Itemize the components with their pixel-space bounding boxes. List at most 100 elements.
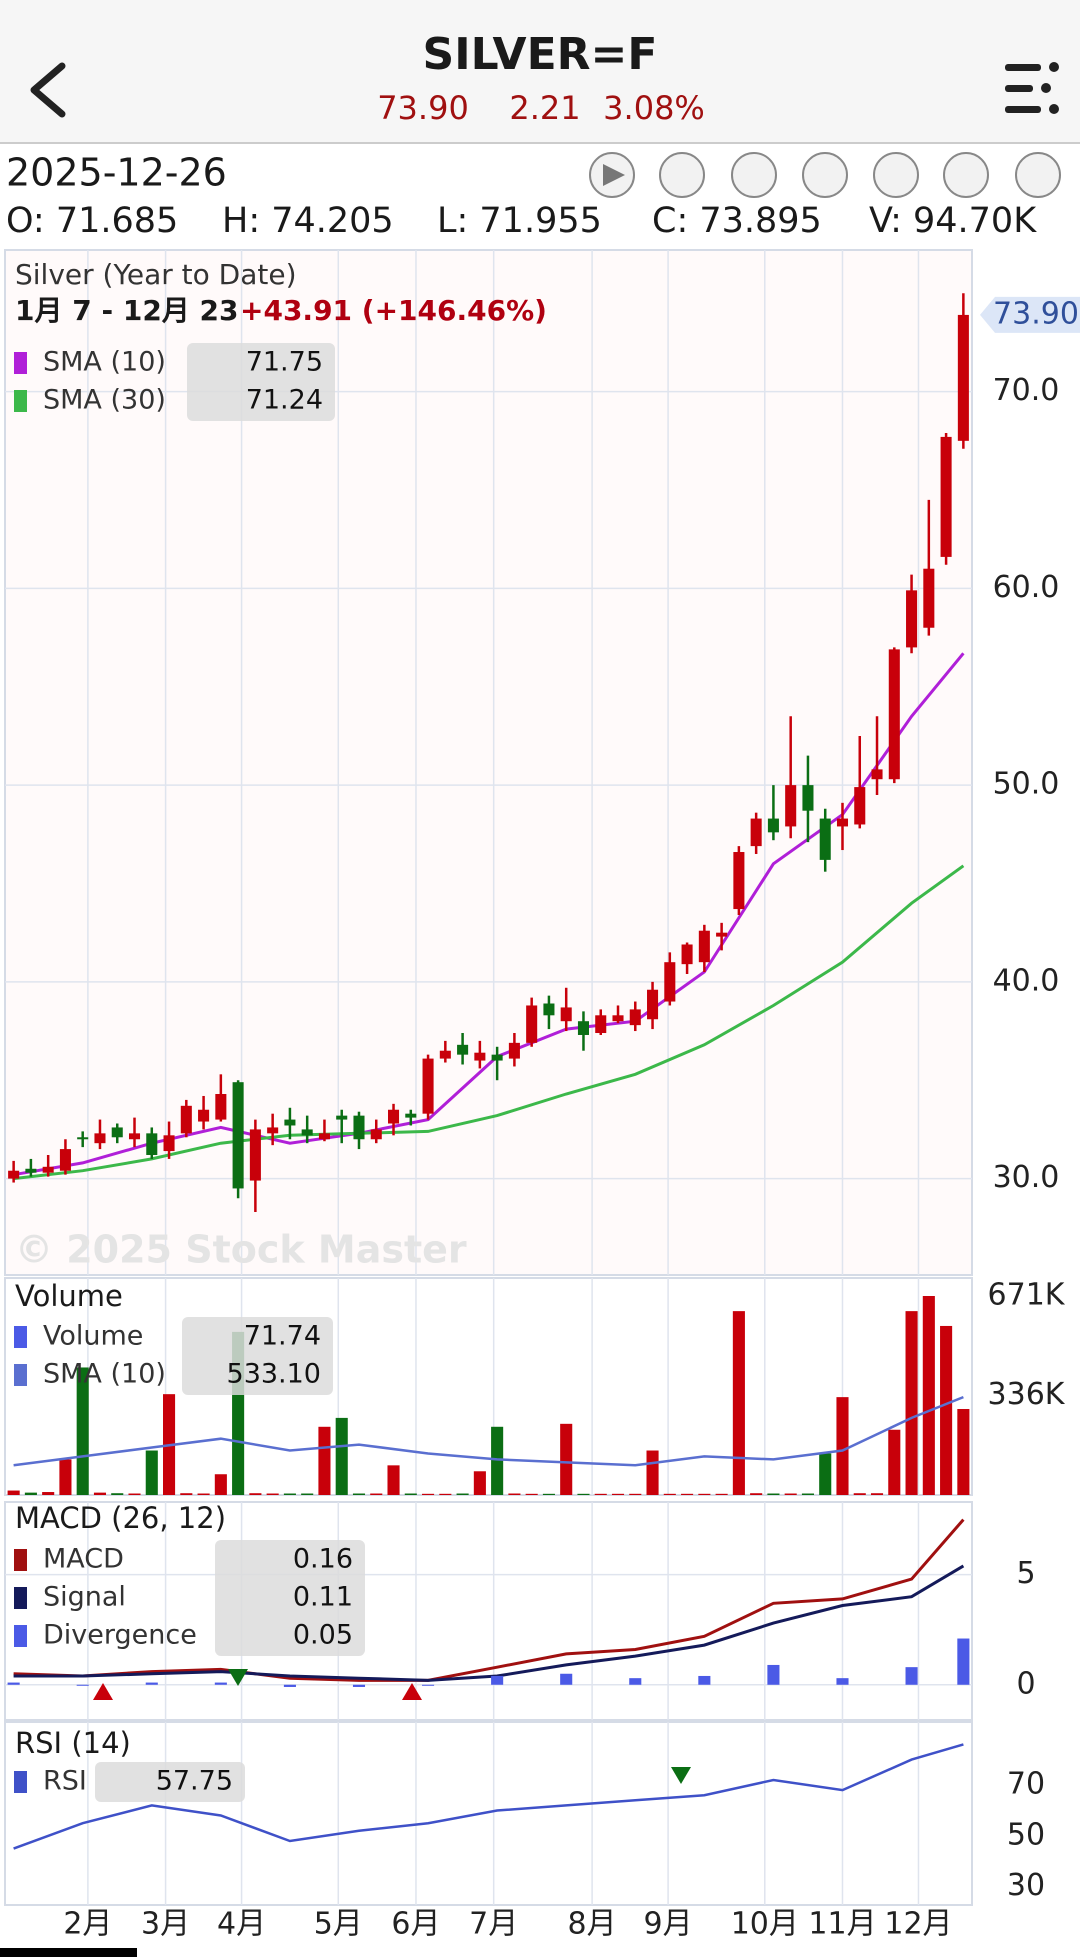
home-indicator	[0, 1948, 137, 1957]
candle-body	[111, 1127, 123, 1138]
volume-bar	[681, 1493, 694, 1495]
x-tick-label: 3月	[141, 1907, 190, 1942]
open: O: 71.685	[6, 201, 178, 241]
y-tick-label: 5	[1016, 1556, 1035, 1591]
candle-body	[457, 1044, 469, 1055]
legend-value-box	[95, 1762, 245, 1802]
divergence-bar	[698, 1675, 711, 1685]
fullscreen-button[interactable]	[802, 152, 848, 198]
volume-bar	[145, 1450, 158, 1495]
x-tick-label: 12月	[884, 1907, 952, 1942]
legend-swatch	[14, 352, 27, 374]
divergence-bar	[145, 1682, 158, 1685]
candle-body	[767, 818, 779, 833]
area-button[interactable]	[731, 152, 777, 198]
y-tick-label: 30.0	[993, 1160, 1060, 1195]
x-tick-label: 7月	[469, 1907, 518, 1942]
volume-bar	[335, 1417, 348, 1495]
candle-body	[249, 1129, 261, 1181]
legend-swatch	[14, 390, 27, 412]
period-change: +43.91 (+146.46%)	[240, 294, 547, 327]
candle-body	[439, 1050, 451, 1059]
legend-label: SMA (10)	[43, 1359, 166, 1390]
candle-body	[77, 1137, 89, 1140]
line	[13, 1395, 964, 1467]
candle-body	[215, 1094, 227, 1120]
candle-body	[543, 1003, 555, 1016]
draw-button[interactable]	[659, 152, 705, 198]
volume-bar	[197, 1493, 210, 1495]
candle-body	[353, 1115, 365, 1140]
legend-value: 533.10	[227, 1359, 321, 1390]
volume-bar	[525, 1493, 538, 1495]
volume-bar	[870, 1493, 884, 1495]
indicator-button[interactable]	[873, 152, 919, 198]
volume-bar	[577, 1493, 590, 1495]
divergence-bar	[283, 1684, 296, 1687]
legend-value: 57.75	[156, 1766, 233, 1797]
volume-bar	[888, 1429, 901, 1495]
volume-bar	[922, 1296, 935, 1495]
line	[13, 1743, 964, 1850]
refresh-button[interactable]	[943, 152, 989, 198]
signal-marker	[93, 1683, 113, 1700]
y-tick-label: 50	[1007, 1817, 1045, 1852]
menu-button[interactable]	[1005, 62, 1059, 114]
volume-bar	[387, 1465, 400, 1495]
legend-label: Divergence	[43, 1620, 197, 1651]
candle-body	[42, 1166, 54, 1173]
divergence-bar	[7, 1682, 20, 1685]
volume-bar	[128, 1493, 141, 1495]
candle-body	[59, 1149, 71, 1171]
price-tag	[980, 296, 1080, 333]
volume-bar	[491, 1426, 504, 1495]
volume-bar	[42, 1492, 55, 1495]
divergence-bar	[491, 1675, 504, 1685]
volume-bar	[214, 1474, 227, 1495]
y-tick-label: 60.0	[993, 570, 1060, 605]
back-button[interactable]	[30, 62, 66, 118]
legend-swatch	[14, 1771, 27, 1793]
volume-bar	[249, 1493, 262, 1495]
divergence-bar	[560, 1673, 573, 1685]
volume-bar	[784, 1493, 797, 1495]
candle-body	[612, 1015, 624, 1022]
volume-bar	[59, 1459, 72, 1495]
top-bar	[0, 0, 1080, 143]
volume-bar	[93, 1492, 107, 1495]
x-tick-label: 11月	[808, 1907, 876, 1942]
legend-label: SMA (10)	[43, 347, 166, 378]
x-tick-label: 10月	[731, 1907, 799, 1942]
legend-swatch	[14, 1587, 27, 1609]
candle-body	[284, 1119, 296, 1126]
candle-body	[94, 1133, 106, 1144]
volume-bar	[266, 1493, 279, 1495]
x-tick-label: 9月	[644, 1907, 693, 1942]
volume-bar	[940, 1325, 953, 1495]
volume-bar	[611, 1493, 625, 1495]
toolbar	[589, 152, 1061, 198]
y-tick-label: 70.0	[993, 373, 1060, 408]
signal-marker	[671, 1767, 691, 1784]
y-tick-label: 671K	[988, 1278, 1066, 1313]
volume-bar	[750, 1493, 763, 1495]
y-tick-label: 30	[1007, 1868, 1045, 1903]
candle-body	[716, 932, 728, 937]
settings-button[interactable]	[1015, 152, 1061, 198]
candle-body	[906, 590, 918, 648]
legend-swatch	[14, 1364, 27, 1386]
candle-body	[388, 1109, 400, 1124]
candle-body	[128, 1133, 141, 1140]
volume-bar	[318, 1426, 331, 1495]
legend-label: Signal	[43, 1582, 126, 1613]
price: 73.90	[377, 89, 469, 127]
legend-value: 71.75	[246, 347, 323, 378]
symbol-title: SILVER=F	[423, 29, 658, 80]
play-icon	[603, 164, 625, 186]
candle-body	[681, 944, 693, 965]
y-tick-label: 40.0	[993, 963, 1060, 998]
candle-body	[698, 930, 710, 963]
x-tick-label: 8月	[568, 1907, 617, 1942]
